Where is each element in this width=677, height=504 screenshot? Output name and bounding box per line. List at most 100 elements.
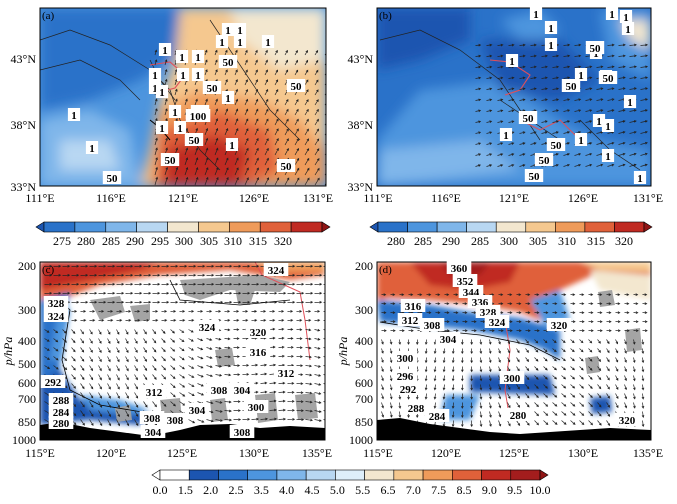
panel-b-wind-vector-173: [618, 152, 626, 156]
panel-a-wind-vector-216: [154, 166, 158, 176]
panel-d-wind-vector-265: [606, 366, 610, 372]
panel-c-wind-vector-569: [269, 417, 278, 421]
panel-d-wind-vector-367: [442, 402, 446, 409]
panel-c-wind-vector-566: [242, 417, 251, 421]
panel-b-wind-vector-107: [596, 109, 604, 112]
panel-a-wind-vector-41: [204, 69, 208, 76]
panel-a-contour-label-text-2: 1: [219, 37, 225, 49]
panel-c-wind-vector-349: [305, 355, 312, 359]
panel-d-wind-vector-410: [561, 411, 567, 416]
panel-d-wind-vector-169: [552, 339, 557, 344]
panel-d-wind-vector-193: [498, 348, 501, 354]
panel-b-contour-label-text-10: 1: [596, 116, 602, 128]
panel-c-wind-vector-432: [188, 383, 195, 387]
panel-a-contour-label-text-23: 50: [207, 83, 219, 95]
panel-b-wind-vector-111: [640, 109, 648, 112]
panel-c-wind-vector-289: [53, 347, 59, 352]
panel-d-wind-vector-350: [561, 393, 567, 398]
panel-d-wind-vector-379: [552, 402, 558, 407]
panel-a-wind-vector-133: [224, 118, 229, 126]
colorbar-bottom-label-1: 1.5: [178, 483, 193, 497]
panel-c-wind-vector-321: [53, 356, 59, 361]
panel-b-wind-vector-44: [607, 65, 615, 69]
panel-a-wind-vector-29: [264, 59, 268, 66]
panel-b-contour-label-19: 50: [561, 79, 581, 93]
panel-d-wind-vector-255: [516, 366, 520, 372]
panel-a-wind-vector-100: [254, 98, 259, 106]
panel-d-wind-vector-47: [534, 302, 540, 306]
panel-a-contour-label-10: 1: [191, 68, 205, 82]
panel-c-wind-vector-226: [62, 329, 67, 334]
panel-b-wind-vector-188: [607, 163, 615, 167]
panel-d-contour-label-box-8: [397, 313, 423, 326]
panel-a-contour-label-text-26: 50: [165, 155, 177, 167]
panel-d-wind-vector-412: [579, 411, 585, 416]
panel-d-wind-vector-51: [570, 302, 576, 306]
panel-d-wind-vector-281: [479, 375, 483, 382]
panel-a-contour-label-7: 1: [191, 50, 205, 64]
colorbar-bottom-swatch-11: [452, 469, 482, 481]
panel-c-wind-vector-378: [278, 363, 286, 367]
panel-c-wind-vector-295: [107, 347, 111, 354]
panel-c-wind-vector-83: [215, 282, 224, 286]
panel-d-wind-vector-398: [451, 411, 455, 418]
panel-c-wind-vector-262: [98, 338, 102, 344]
panel-c-wind-vector-212: [224, 318, 231, 322]
panel-a-contour-label-text-14: 1: [71, 110, 77, 122]
panel-c-contour-label-15: 292: [40, 375, 66, 389]
panel-b-xtick-126e: 126°E: [568, 191, 598, 205]
panel-d-xtick-120e: 120°E: [431, 446, 461, 460]
panel-c-wind-vector-7: [107, 264, 116, 268]
panel-c-wind-vector-317: [305, 346, 312, 350]
panel-b-wind-vector-71: [552, 87, 560, 91]
panel-c-wind-vector-55: [251, 273, 260, 277]
panel-d-wind-vector-49: [552, 302, 558, 306]
panel-c-wind-vector-388: [80, 374, 85, 380]
panel-a-wind-vector-235: [164, 176, 169, 186]
panel-b-wind-vector-164: [519, 153, 526, 156]
colorbar-a-label-0: 275: [53, 234, 71, 248]
panel-c-wind-vector-260: [80, 338, 85, 344]
panel-c-wind-vector-366: [170, 365, 176, 370]
panel-c-wind-vector-223: [323, 320, 325, 321]
panel-b-wind-vector-169: [574, 152, 582, 156]
panel-d-wind-vector-240: [381, 366, 384, 373]
panel-a-wind-vector-164: [174, 137, 178, 146]
panel-d-wind-vector-377: [534, 402, 539, 408]
panel-d-wind-vector-37: [444, 302, 450, 306]
panel-a-contour-label-box-16: [155, 121, 169, 134]
panel-d-wind-vector-306: [433, 384, 437, 391]
panel-b-wind-vector-146: [497, 142, 504, 145]
panel-d-wind-vector-300: [381, 384, 384, 391]
colorbar-b-swatch-10: [643, 221, 653, 233]
panel-a-wind-vector-232: [314, 167, 320, 176]
colorbar-bottom-swatch-13: [510, 469, 541, 481]
panel-a-wind-vector-48: [274, 69, 278, 76]
panel-a-wind-vector-159: [304, 128, 309, 136]
panel-a-wind-vector-184: [194, 147, 199, 156]
panel-c-wind-vector-215: [251, 318, 258, 322]
panel-c-wind-vector-489: [125, 401, 129, 408]
panel-d-wind-vector-78: [543, 311, 549, 315]
panel-d-wind-vector-388: [633, 402, 636, 409]
colorbar-a-labels: 275 280 285 290 295 300 305 310 315 320: [53, 234, 292, 248]
panel-d-wind-vector-444: [597, 420, 602, 426]
panel-a-wind-vector-15: [304, 49, 308, 56]
panel-d-wind-vector-173: [588, 339, 593, 344]
panel-c-wind-vector-148: [224, 300, 233, 304]
panel-d-wind-vector-43: [498, 302, 504, 306]
panel-a-wind-vector-108: [154, 108, 158, 116]
panel-c-wind-vector-383: [323, 365, 325, 367]
panel-d-contour-label-7: 316: [400, 299, 426, 313]
panel-c-wind-vector-290: [62, 347, 68, 352]
panel-a-wind-vector-223: [224, 167, 229, 176]
panel-a-wind-vector-137: [264, 118, 269, 126]
panel-b-contour-label-18: 50: [598, 71, 618, 85]
panel-c-wind-vector-206: [170, 318, 177, 322]
panel-d-contour-label-box-13: [392, 369, 418, 382]
panel-a-wind-vector-12: [274, 49, 278, 56]
panel-d-wind-vector-106: [525, 320, 531, 324]
panel-d-wind-vector-322: [579, 384, 584, 389]
colorbar-a-swatch-6: [198, 221, 230, 233]
panel-c-wind-vector-186: [278, 309, 285, 313]
